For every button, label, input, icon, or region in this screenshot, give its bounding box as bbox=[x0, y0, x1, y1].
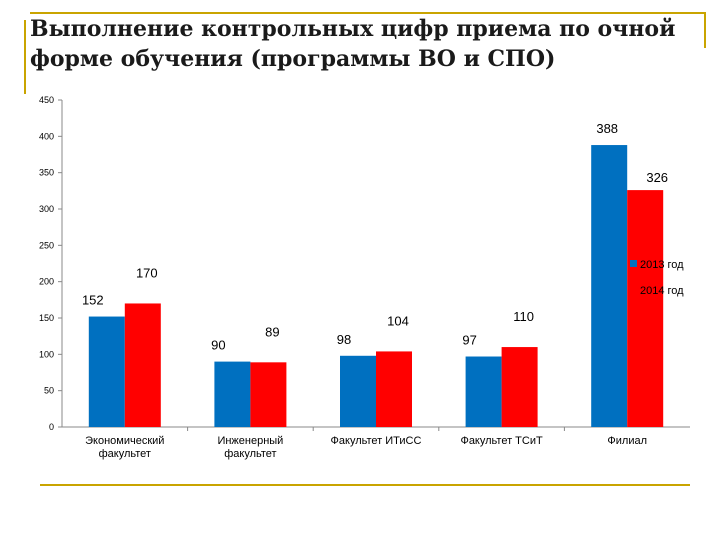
data-label: 110 bbox=[513, 309, 534, 324]
x-tick-label: Экономический bbox=[85, 435, 164, 447]
y-tick-label: 300 bbox=[39, 204, 54, 214]
y-tick-label: 100 bbox=[39, 349, 54, 359]
legend-entry: 2013 год bbox=[640, 259, 684, 271]
bar-2014 bbox=[250, 362, 287, 427]
decorative-line-top bbox=[30, 12, 706, 14]
x-tick-label: Филиал bbox=[607, 435, 647, 447]
y-tick-label: 450 bbox=[39, 95, 54, 105]
x-tick-label: факультет bbox=[224, 448, 276, 460]
data-label: 388 bbox=[596, 121, 618, 136]
y-tick-label: 350 bbox=[39, 168, 54, 178]
y-tick-label: 150 bbox=[39, 313, 54, 323]
x-tick-label: Инженерный bbox=[217, 435, 283, 447]
bar-2013 bbox=[214, 361, 251, 427]
decorative-line-left bbox=[24, 20, 26, 94]
bar-2013 bbox=[340, 355, 376, 427]
bar-2013 bbox=[88, 316, 125, 427]
data-label: 170 bbox=[136, 265, 158, 280]
slide-title: Выполнение контрольных цифр приема по оч… bbox=[30, 16, 676, 72]
bar-2013 bbox=[465, 356, 502, 427]
bar-2014 bbox=[376, 351, 412, 427]
data-label: 89 bbox=[265, 324, 279, 339]
x-tick-label: Факультет ТСиТ bbox=[460, 435, 543, 447]
decorative-line-bottom bbox=[40, 484, 690, 486]
bar-2014 bbox=[124, 303, 161, 427]
bar-2014 bbox=[627, 190, 664, 427]
data-label: 104 bbox=[387, 313, 409, 328]
decorative-line-right bbox=[704, 12, 706, 48]
x-tick-label: факультет bbox=[99, 448, 151, 460]
legend-entry: 2014 год bbox=[640, 285, 684, 297]
x-tick-label: Факультет ИТиСС bbox=[331, 435, 422, 447]
legend-swatch bbox=[630, 286, 637, 293]
y-tick-label: 400 bbox=[39, 131, 54, 141]
data-label: 97 bbox=[462, 333, 476, 348]
bar-2013 bbox=[591, 145, 628, 427]
bar-2014 bbox=[501, 347, 538, 427]
data-label: 90 bbox=[211, 338, 225, 353]
y-tick-label: 250 bbox=[39, 240, 54, 250]
legend-swatch bbox=[630, 260, 637, 267]
data-label: 152 bbox=[82, 293, 104, 308]
data-label: 326 bbox=[646, 170, 668, 185]
y-tick-label: 50 bbox=[44, 386, 54, 396]
y-tick-label: 0 bbox=[49, 422, 54, 432]
data-label: 98 bbox=[337, 332, 351, 347]
y-tick-label: 200 bbox=[39, 277, 54, 287]
